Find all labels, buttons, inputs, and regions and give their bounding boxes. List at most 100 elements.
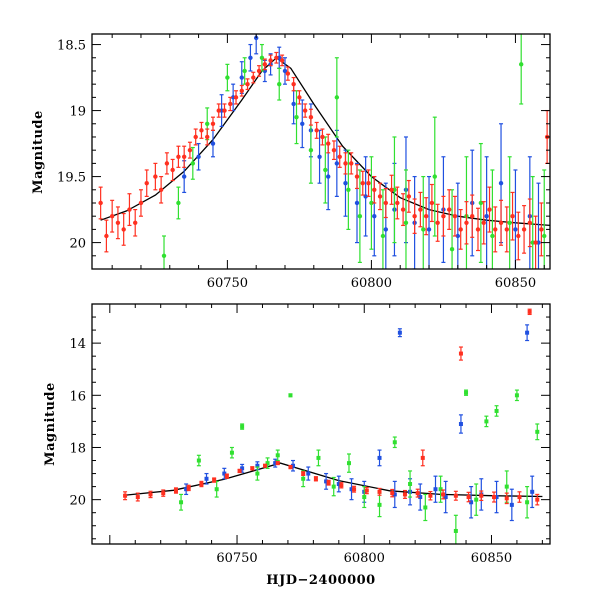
top-y-tick-label: 20 [69, 237, 86, 252]
top-series-1-point [421, 175, 426, 269]
top-series-0-point [282, 57, 288, 85]
bottom-series-2-point [458, 346, 463, 361]
top-series-2-point [199, 121, 204, 139]
bottom-series-0-point [306, 466, 311, 481]
bottom-series-0-point [291, 459, 296, 472]
bottom-series-1-point [346, 453, 351, 473]
bottom-series-1-point [474, 483, 479, 516]
top-series-0-point [326, 142, 331, 211]
bottom-series-0-point [184, 483, 189, 496]
bottom-series-0-point [443, 480, 448, 514]
top-series-2-point [383, 187, 389, 219]
bottom-series-2-point [148, 490, 153, 499]
bottom-series-0-point [392, 480, 397, 509]
top-series-2-point [144, 169, 149, 197]
bottom-series-2-point [237, 468, 242, 474]
top-series-2-point [498, 199, 504, 246]
bottom-panel: 60750 60800 60850 14 16 18 20 Magnitude HJD−24… [43, 303, 551, 588]
bottom-series-2-point [123, 491, 128, 501]
bottom-series-1-point [214, 480, 219, 498]
top-panel-frame [91, 33, 551, 270]
bottom-series-2-point [135, 492, 140, 502]
top-ticks: 60750 60800 60850 18.5 19 19.5 20 [57, 34, 550, 291]
bottom-series-1-point [265, 457, 270, 469]
bottom-series-2-point [402, 489, 407, 499]
bottom-series-0-point [469, 486, 474, 519]
top-series-2-point [205, 128, 210, 146]
top-x-tick-label: 60850 [495, 276, 536, 291]
top-series-1-point [294, 90, 299, 145]
top-series-0-point [248, 43, 253, 72]
bottom-series-2-point [364, 486, 369, 495]
top-series-1-point [277, 67, 282, 101]
top-model-curve [100, 56, 550, 227]
bottom-series-1-point [494, 405, 499, 417]
top-series-2-point [446, 189, 452, 230]
bottom-series-1-point [484, 415, 489, 428]
top-series-1-point [403, 169, 409, 269]
top-series-1-point [308, 116, 314, 184]
top-series-1-point [507, 156, 512, 269]
bottom-series-1-point [275, 449, 280, 462]
bottom-series-2-point [390, 488, 395, 498]
top-series-2-point [262, 58, 268, 71]
top-series-0-point [513, 169, 518, 269]
top-series-2-point [418, 191, 423, 228]
top-series-0-point [210, 129, 216, 158]
bottom-series-2-point [415, 488, 420, 498]
top-series-2-point [279, 54, 285, 67]
bottom-series-1-point [392, 436, 397, 449]
top-series-2-point [98, 186, 103, 220]
bottom-series-2-point [224, 473, 229, 479]
bottom-series-0-point [509, 488, 514, 522]
top-series-2-point [354, 164, 360, 190]
bottom-series-1-point [288, 393, 293, 398]
bottom-series-0-point [204, 472, 209, 485]
bottom-series-1-point [514, 389, 519, 402]
bottom-plot-area [123, 308, 543, 544]
bottom-series-1-point [438, 475, 443, 503]
top-series-2-point [210, 116, 216, 131]
top-series-1-point [518, 34, 524, 105]
top-series-0-point [426, 175, 432, 269]
bottom-series-2-point [535, 493, 540, 506]
top-series-2-point [109, 199, 115, 233]
top-series-2-point [164, 152, 170, 175]
bottom-series-0-point [530, 475, 535, 509]
top-series-2-point [170, 158, 175, 182]
top-series-1-point [259, 43, 265, 72]
top-y-axis-label: Magnitude [31, 110, 46, 194]
top-series-2-point [127, 193, 132, 227]
bottom-series-0-point [273, 458, 278, 468]
top-series-1-point [225, 63, 230, 92]
top-series-2-point [372, 175, 377, 204]
bottom-series-2-point [352, 485, 357, 493]
top-series-2-point [233, 90, 239, 105]
top-series-2-point [268, 54, 273, 67]
top-series-2-point [308, 108, 314, 126]
top-series-2-point [115, 206, 121, 240]
top-series-1-point [190, 146, 196, 180]
bottom-series-2-point [527, 308, 532, 316]
top-series-2-point [360, 170, 365, 196]
bottom-series-0-point [397, 328, 402, 338]
bottom-series-2-point [453, 490, 458, 501]
top-series-1-point [478, 142, 484, 263]
top-series-2-point [193, 128, 198, 146]
top-series-2-point [297, 90, 302, 105]
bottom-series-0-point [349, 478, 354, 501]
top-series-2-point [326, 133, 331, 154]
top-y-tick-label: 19 [69, 105, 86, 120]
top-series-2-point [239, 84, 244, 97]
top-series-2-point [493, 206, 498, 253]
top-series-2-point [458, 208, 463, 250]
bottom-series-0-point [324, 472, 329, 490]
top-series-2-point [389, 174, 394, 205]
bottom-series-2-point [326, 479, 331, 486]
top-series-2-point [516, 211, 521, 261]
top-series-2-point [314, 121, 319, 139]
top-series-2-point [331, 140, 337, 161]
bottom-series-2-point [199, 480, 204, 488]
top-series-1-point [380, 189, 386, 269]
bottom-y-tick-label: 20 [69, 494, 86, 509]
